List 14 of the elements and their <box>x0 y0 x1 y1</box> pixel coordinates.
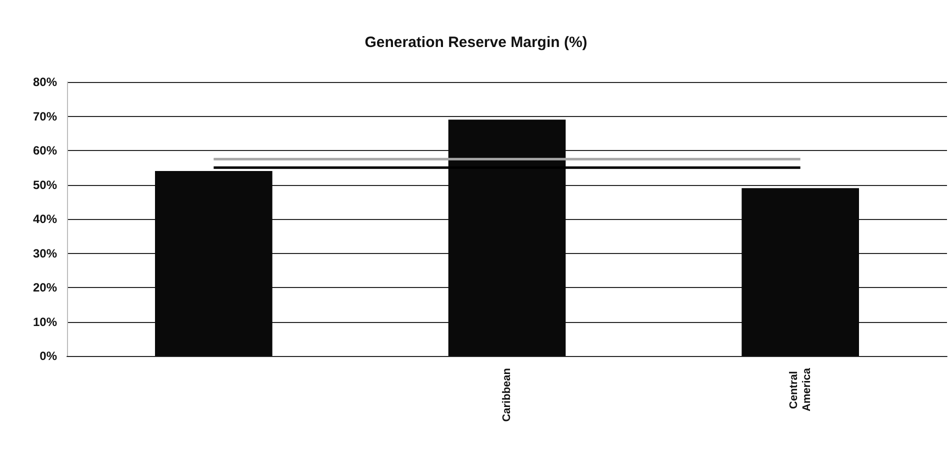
x-tick-label: Central America <box>788 367 813 412</box>
y-tick-label: 50% <box>32 178 58 192</box>
chart-title: Generation Reserve Margin (%) <box>364 34 588 51</box>
bar <box>155 171 272 356</box>
y-tick-label: 0% <box>40 349 58 363</box>
y-tick-label: 30% <box>32 246 58 260</box>
bar <box>742 188 859 356</box>
y-tick-label: 80% <box>32 75 58 89</box>
y-tick-label: 60% <box>32 144 58 158</box>
y-tick-label: 70% <box>32 109 58 124</box>
y-tick-label: 20% <box>32 280 58 294</box>
x-tick-label: Caribbean <box>501 368 513 422</box>
y-tick-label: 10% <box>32 314 58 329</box>
y-tick-label: 40% <box>32 212 58 226</box>
